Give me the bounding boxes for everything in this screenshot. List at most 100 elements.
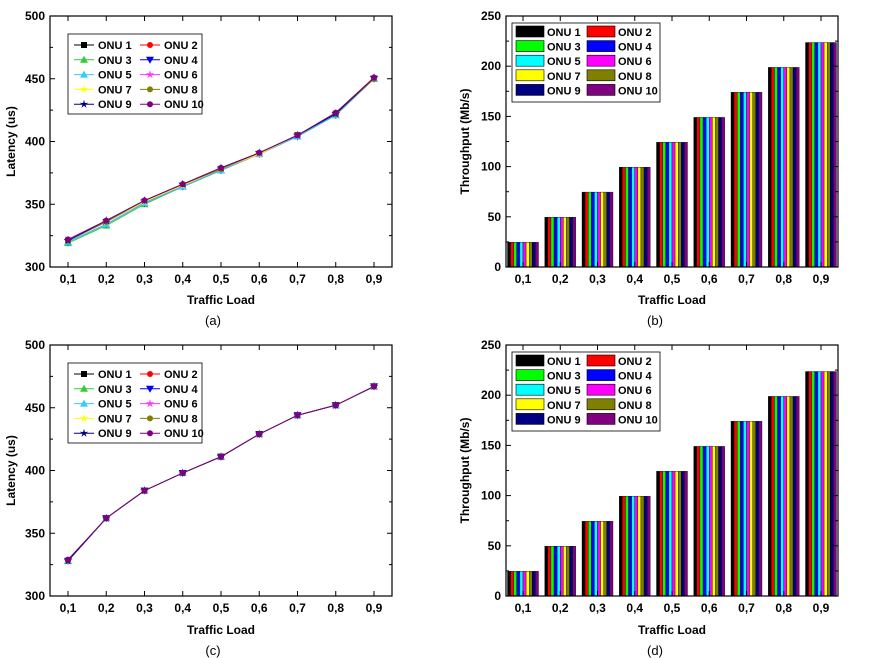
bar xyxy=(699,446,704,597)
bar xyxy=(656,142,660,268)
bar xyxy=(584,521,589,597)
y-axis-label: Throughput (Mb/s) xyxy=(458,418,472,524)
data-point xyxy=(141,197,148,204)
bar xyxy=(814,371,819,597)
x-tick-label: 0,7 xyxy=(738,272,755,286)
legend-label: ONU 7 xyxy=(98,413,132,425)
legend-label: ONU 4 xyxy=(164,384,199,396)
legend-swatch xyxy=(515,40,545,52)
bar xyxy=(563,546,567,597)
bar xyxy=(643,167,648,268)
bar xyxy=(752,421,756,597)
bar xyxy=(805,42,809,268)
legend-marker xyxy=(79,413,89,423)
data-point xyxy=(103,515,110,522)
x-tick-label: 0,7 xyxy=(738,601,755,615)
y-axis-label: Latency (us) xyxy=(4,435,18,506)
x-tick-label: 0,9 xyxy=(366,272,383,286)
bar xyxy=(823,42,828,268)
legend-label: ONU 9 xyxy=(547,85,581,97)
bar xyxy=(830,371,834,597)
bar xyxy=(786,67,791,268)
y-tick-label: 450 xyxy=(25,72,45,86)
legend-label: ONU 4 xyxy=(618,371,653,383)
data-point xyxy=(65,556,71,563)
x-tick-label: 0,5 xyxy=(213,272,230,286)
bar xyxy=(768,67,772,268)
x-tick-label: 0,1 xyxy=(60,601,77,615)
x-tick-label: 0,2 xyxy=(552,272,569,286)
bar xyxy=(529,242,533,268)
x-tick-label: 0,4 xyxy=(174,601,191,615)
bar xyxy=(705,117,710,268)
x-tick-label: 0,6 xyxy=(251,601,268,615)
bar xyxy=(674,142,679,268)
panel-caption: (d) xyxy=(647,643,663,658)
x-tick-label: 0,4 xyxy=(174,272,191,286)
legend-label: ONU 9 xyxy=(98,428,132,440)
legend-label: ONU 2 xyxy=(618,356,652,368)
x-axis-label: Traffic Load xyxy=(638,293,706,307)
bar xyxy=(572,217,576,268)
legend-label: ONU 1 xyxy=(98,369,132,381)
data-point xyxy=(371,74,377,81)
y-tick-label: 250 xyxy=(481,338,501,352)
legend-swatch xyxy=(586,40,616,52)
bar xyxy=(678,142,682,268)
legend-box xyxy=(67,33,203,115)
x-tick-label: 0,5 xyxy=(664,601,681,615)
y-tick-label: 100 xyxy=(481,160,501,174)
bar xyxy=(581,191,586,268)
legend-label: ONU 6 xyxy=(618,56,652,68)
bar xyxy=(606,521,611,597)
legend-marker xyxy=(147,430,153,437)
legend-label: ONU 3 xyxy=(547,371,581,383)
bar xyxy=(634,496,639,597)
bar xyxy=(600,521,604,597)
y-tick-label: 250 xyxy=(481,9,501,23)
y-tick-label: 300 xyxy=(25,589,45,603)
bar xyxy=(755,421,760,597)
data-point xyxy=(218,453,224,460)
bar xyxy=(569,546,573,597)
chart-panel-2: 0 50 100 150 200 250 0,1 0,2 0,3 0,4 0,5 0,6 0,7 0,8 0… xyxy=(458,9,839,328)
bar xyxy=(696,446,701,597)
legend-label: ONU 8 xyxy=(618,400,652,412)
legend-label: ONU 5 xyxy=(547,56,581,68)
legend-label: ONU 6 xyxy=(618,385,652,397)
bar xyxy=(532,242,536,268)
x-tick-label: 0,4 xyxy=(626,272,643,286)
legend-marker xyxy=(80,384,88,392)
bar xyxy=(566,546,570,597)
legend-label: ONU 8 xyxy=(618,71,652,83)
bar xyxy=(646,167,651,268)
bar xyxy=(743,421,747,597)
bar xyxy=(665,142,670,268)
legend-marker xyxy=(80,70,88,78)
bar xyxy=(606,191,611,268)
legend-swatch xyxy=(586,413,616,425)
x-axis-label: Traffic Load xyxy=(638,623,706,637)
x-tick-label: 0,7 xyxy=(289,601,306,615)
bar xyxy=(783,67,788,268)
y-tick-label: 350 xyxy=(25,197,45,211)
y-tick-label: 200 xyxy=(481,59,501,73)
bar xyxy=(771,67,775,268)
bar xyxy=(780,396,784,597)
legend: ONU 1 ONU 2 ONU 3 ONU 4 ONU 5 ONU 6 ONU 7 ONU 8… xyxy=(511,351,661,432)
y-tick-label: 500 xyxy=(25,9,45,23)
bar xyxy=(668,471,673,597)
y-tick-label: 450 xyxy=(25,401,45,415)
y-tick-label: 50 xyxy=(488,539,502,553)
bar xyxy=(805,371,809,597)
legend-label: ONU 10 xyxy=(618,85,658,97)
legend-marker xyxy=(80,399,88,407)
bar xyxy=(684,142,688,268)
bar xyxy=(811,42,815,268)
bar xyxy=(733,421,738,597)
bar xyxy=(758,92,763,268)
legend-swatch xyxy=(515,25,545,38)
legend-label: ONU 5 xyxy=(98,70,132,82)
legend-label: ONU 7 xyxy=(547,71,581,83)
